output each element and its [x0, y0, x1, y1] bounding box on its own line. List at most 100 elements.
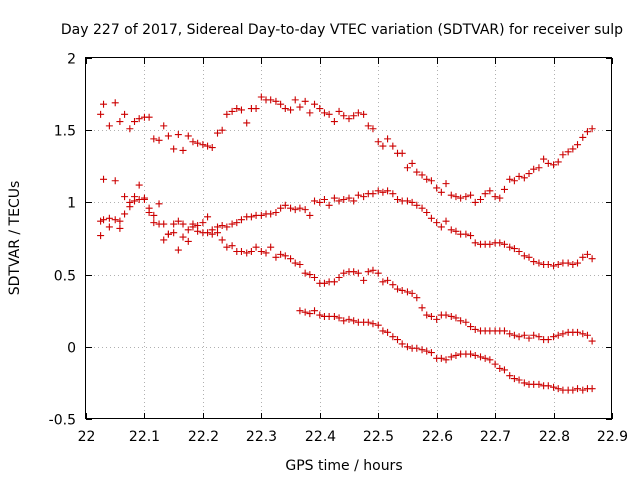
data-point	[360, 110, 368, 118]
data-point	[433, 219, 441, 227]
data-point	[252, 105, 260, 113]
data-point	[389, 142, 397, 150]
data-point	[281, 105, 289, 113]
data-point	[506, 330, 514, 338]
data-point	[189, 138, 197, 146]
data-point	[418, 346, 426, 354]
data-point	[486, 240, 494, 248]
data-point	[579, 133, 587, 141]
data-point	[500, 366, 508, 374]
data-point	[369, 125, 377, 133]
data-point	[500, 185, 508, 193]
data-point	[477, 196, 484, 204]
data-point	[554, 158, 562, 166]
data-point	[569, 386, 577, 394]
data-point	[481, 354, 489, 362]
data-point	[131, 197, 139, 205]
x-tick-label: 22.5	[363, 429, 394, 445]
y-tick-label: -0.5	[49, 413, 76, 429]
data-point	[477, 353, 484, 361]
data-point	[452, 227, 460, 235]
data-point	[520, 331, 528, 339]
data-point	[316, 198, 324, 206]
data-point	[364, 318, 372, 326]
data-point	[394, 285, 402, 293]
data-point	[369, 266, 377, 274]
x-tick-label: 22.2	[188, 429, 219, 445]
data-point	[350, 268, 358, 276]
data-point	[564, 148, 572, 156]
data-point	[579, 330, 587, 338]
y-tick-label: 1.5	[54, 124, 76, 140]
data-point	[354, 269, 362, 277]
data-point	[199, 219, 207, 227]
data-point	[579, 253, 587, 261]
data-point	[423, 175, 431, 183]
data-point	[574, 141, 582, 149]
data-point	[471, 325, 479, 333]
data-point	[486, 356, 494, 364]
data-point	[588, 385, 596, 393]
data-point	[105, 223, 113, 231]
data-point	[413, 168, 421, 176]
data-point	[418, 204, 426, 212]
plot-frame	[85, 57, 612, 419]
series-3	[97, 196, 596, 345]
data-point	[301, 97, 309, 105]
x-tick-label: 22.6	[422, 429, 453, 445]
data-point	[535, 380, 543, 388]
data-point	[389, 281, 397, 289]
data-point	[515, 376, 523, 384]
data-point	[398, 149, 406, 157]
data-point	[306, 271, 314, 279]
data-point	[179, 233, 187, 241]
data-point	[287, 106, 295, 114]
data-point	[418, 171, 426, 179]
y-tick-label: 0	[67, 341, 76, 357]
data-point	[496, 239, 504, 247]
data-point	[311, 100, 319, 108]
data-point	[291, 259, 299, 267]
data-point	[281, 252, 289, 260]
data-point	[394, 196, 402, 204]
data-point	[588, 125, 596, 133]
data-point	[364, 122, 372, 130]
data-point	[150, 135, 158, 143]
data-point	[471, 198, 479, 206]
data-point	[462, 318, 470, 326]
data-point	[579, 386, 587, 394]
data-point	[447, 353, 455, 361]
data-point	[427, 312, 435, 320]
data-point	[418, 304, 426, 312]
data-point	[306, 109, 314, 117]
data-point	[155, 200, 163, 208]
data-point	[510, 177, 518, 185]
data-point	[100, 175, 108, 183]
data-point	[340, 196, 348, 204]
data-point	[408, 159, 416, 167]
data-point	[105, 214, 113, 222]
data-point	[335, 314, 343, 322]
data-point	[194, 139, 202, 147]
data-point	[520, 379, 528, 387]
data-point	[379, 278, 387, 286]
data-point	[369, 320, 377, 328]
data-point	[384, 276, 392, 284]
data-point	[550, 161, 558, 169]
data-point	[311, 307, 319, 315]
data-point	[330, 278, 338, 286]
data-point	[408, 198, 416, 206]
data-point	[564, 259, 572, 267]
data-point	[121, 193, 129, 201]
data-point	[569, 145, 577, 153]
data-point	[515, 247, 523, 255]
data-point	[247, 247, 255, 255]
data-point	[413, 294, 421, 302]
data-point	[500, 327, 508, 335]
data-point	[471, 351, 479, 359]
x-tick-label: 22.3	[246, 429, 277, 445]
data-point	[413, 201, 421, 209]
data-point	[111, 99, 119, 107]
